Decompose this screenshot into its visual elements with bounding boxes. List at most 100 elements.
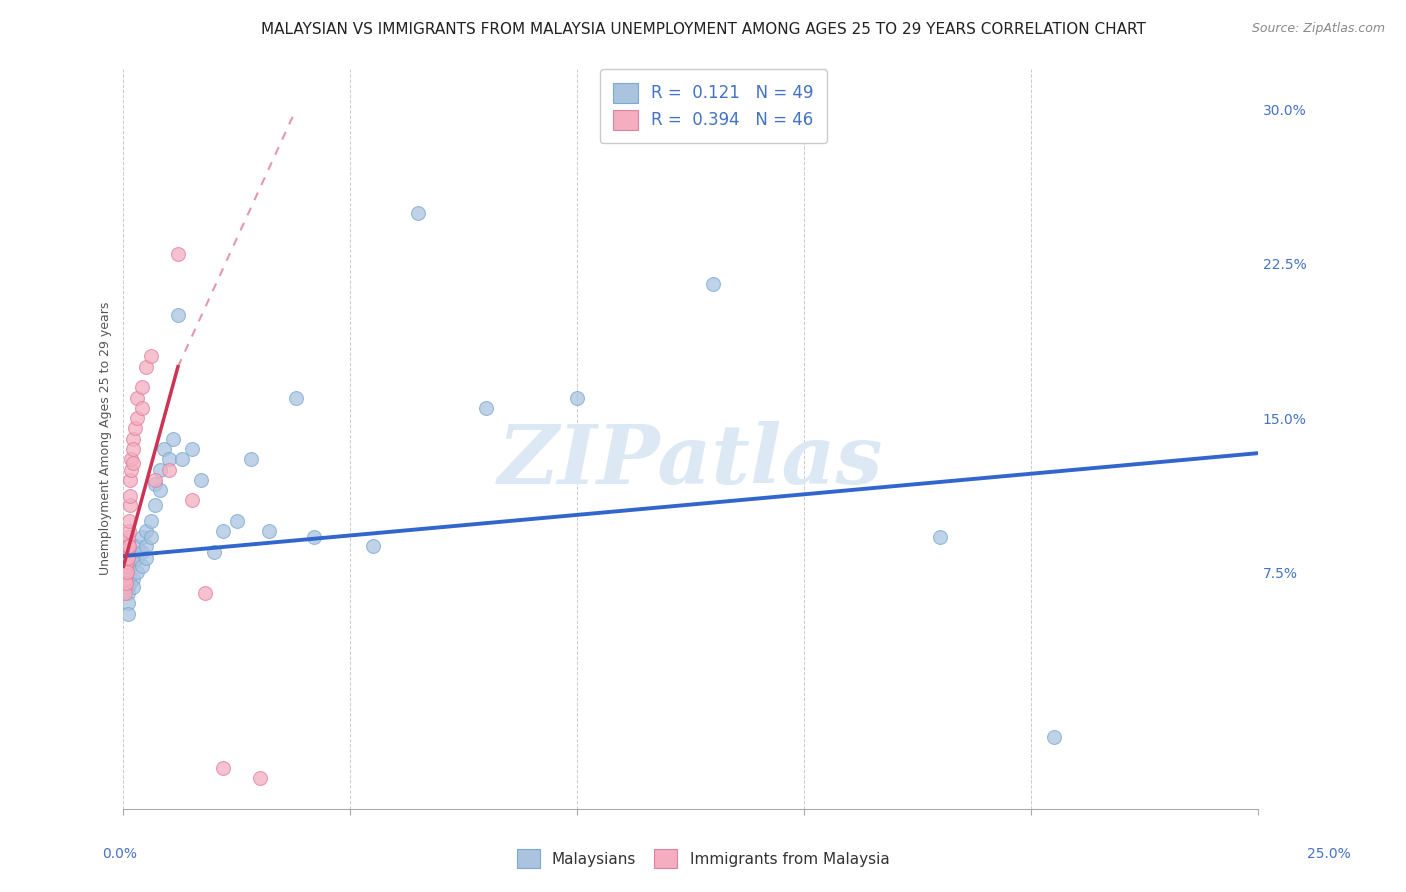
Point: [125, 539, 148, 553]
Point: [180, 493, 202, 508]
Y-axis label: Unemployment Among Ages 25 to 29 years: Unemployment Among Ages 25 to 29 years: [100, 302, 112, 575]
Point: [212, 524, 235, 539]
Point: [121, 580, 143, 594]
Legend: Malaysians, Immigrants from Malaysia: Malaysians, Immigrants from Malaysia: [509, 841, 897, 875]
Point: [114, 555, 136, 569]
Point: [115, 539, 138, 553]
Point: [475, 401, 498, 415]
Point: [114, 572, 136, 586]
Text: 25.0%: 25.0%: [1306, 847, 1351, 861]
Point: [120, 559, 142, 574]
Point: [149, 483, 172, 498]
Point: [131, 545, 153, 559]
Point: [157, 462, 180, 476]
Point: [115, 551, 138, 566]
Point: [408, 205, 430, 219]
Point: [121, 432, 143, 446]
Point: [194, 586, 217, 600]
Legend: R =  0.121   N = 49, R =  0.394   N = 46: R = 0.121 N = 49, R = 0.394 N = 46: [599, 70, 827, 144]
Point: [117, 534, 139, 549]
Point: [114, 580, 136, 594]
Point: [131, 401, 153, 415]
Point: [135, 359, 157, 374]
Point: [120, 489, 142, 503]
Point: [167, 309, 190, 323]
Point: [114, 575, 136, 590]
Point: [121, 545, 143, 559]
Point: [112, 575, 135, 590]
Point: [122, 457, 145, 471]
Point: [157, 452, 180, 467]
Point: [117, 586, 139, 600]
Point: [131, 531, 153, 545]
Point: [249, 771, 271, 785]
Point: [121, 442, 143, 456]
Point: [117, 539, 139, 553]
Point: [117, 580, 139, 594]
Point: [118, 539, 141, 553]
Point: [139, 514, 162, 528]
Point: [139, 350, 162, 364]
Text: ZIPatlas: ZIPatlas: [498, 421, 883, 501]
Text: Source: ZipAtlas.com: Source: ZipAtlas.com: [1251, 22, 1385, 36]
Point: [172, 452, 194, 467]
Point: [143, 477, 166, 491]
Point: [125, 551, 148, 566]
Point: [180, 442, 202, 456]
Point: [143, 498, 166, 512]
Point: [115, 551, 138, 566]
Point: [190, 473, 212, 487]
Point: [117, 531, 139, 545]
Point: [125, 566, 148, 580]
Point: [1042, 730, 1064, 744]
Point: [118, 514, 141, 528]
Point: [239, 452, 262, 467]
Point: [114, 566, 136, 580]
Point: [112, 566, 135, 580]
Point: [153, 442, 176, 456]
Point: [226, 514, 249, 528]
Point: [135, 539, 157, 553]
Point: [125, 411, 148, 425]
Point: [114, 572, 136, 586]
Point: [124, 421, 146, 435]
Point: [118, 524, 141, 539]
Point: [114, 566, 136, 580]
Point: [117, 551, 139, 566]
Point: [135, 524, 157, 539]
Point: [143, 473, 166, 487]
Point: [131, 559, 153, 574]
Point: [120, 473, 142, 487]
Point: [284, 391, 307, 405]
Point: [117, 596, 139, 610]
Point: [567, 391, 589, 405]
Point: [131, 380, 153, 394]
Point: [114, 586, 136, 600]
Point: [115, 555, 138, 569]
Point: [121, 555, 143, 569]
Point: [115, 566, 138, 580]
Point: [929, 531, 952, 545]
Point: [361, 539, 384, 553]
Point: [135, 551, 157, 566]
Point: [162, 432, 184, 446]
Point: [139, 531, 162, 545]
Point: [149, 462, 172, 476]
Point: [125, 391, 148, 405]
Point: [117, 572, 139, 586]
Point: [212, 761, 235, 775]
Text: 0.0%: 0.0%: [103, 847, 136, 861]
Point: [702, 277, 724, 292]
Point: [120, 575, 142, 590]
Point: [302, 531, 325, 545]
Point: [114, 551, 136, 566]
Point: [257, 524, 280, 539]
Point: [114, 559, 136, 574]
Point: [202, 545, 225, 559]
Point: [120, 462, 142, 476]
Point: [167, 246, 190, 260]
Point: [115, 559, 138, 574]
Point: [121, 572, 143, 586]
Point: [117, 607, 139, 621]
Text: MALAYSIAN VS IMMIGRANTS FROM MALAYSIA UNEMPLOYMENT AMONG AGES 25 TO 29 YEARS COR: MALAYSIAN VS IMMIGRANTS FROM MALAYSIA UN…: [260, 22, 1146, 37]
